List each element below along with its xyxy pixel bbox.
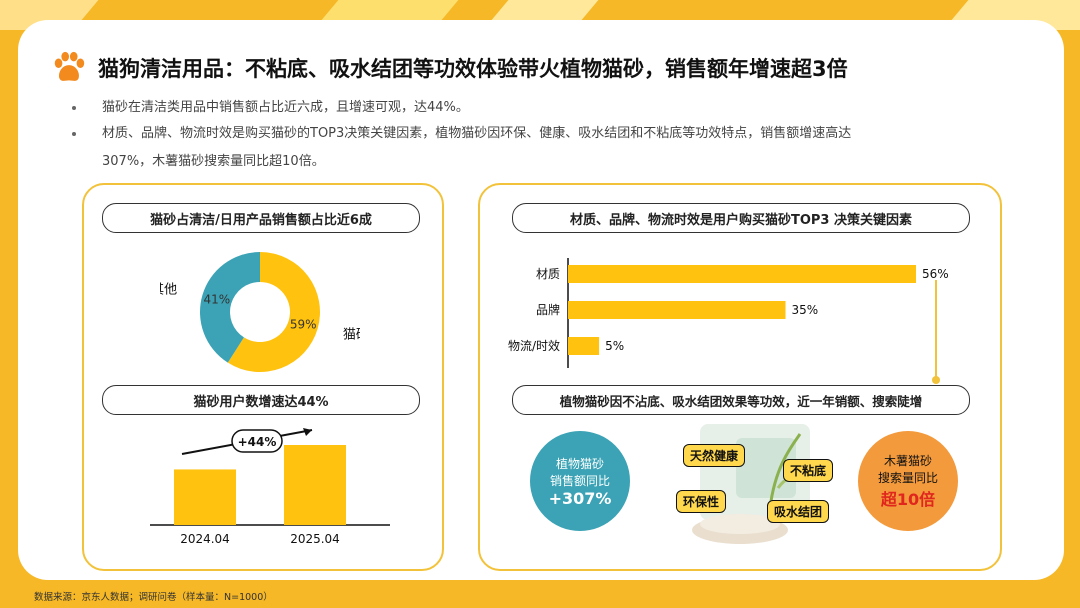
page-title: 猫狗清洁用品：不粘底、吸水结团等功效体验带火植物猫砂，销售额年增速超3倍 <box>98 57 848 81</box>
plant-title-pill: 植物猫砂因不沾底、吸水结团效果等功效，近一年销额、搜索陡增 <box>512 385 970 415</box>
bar-title-pill: 猫砂用户数增速达44% <box>102 385 420 415</box>
bullet-item: 材质、品牌、物流时效是购买猫砂的TOP3决策关键因素，植物猫砂因环保、健康、吸水… <box>72 120 851 148</box>
title-row: 猫狗清洁用品：不粘底、吸水结团等功效体验带火植物猫砂，销售额年增速超3倍 <box>50 46 848 90</box>
bar-value-label: 5% <box>605 339 624 353</box>
feature-tag: 吸水结团 <box>767 500 830 523</box>
bullet-text: 猫砂在清洁类用品中销售额占比近六成，且增速可观，达44%。 <box>102 100 469 115</box>
cassava-search-circle: 木薯猫砂 搜索量同比 超10倍 <box>858 431 958 531</box>
user-growth-chart: 2024.04 2025.04 +44% <box>150 428 390 546</box>
bar <box>284 445 346 525</box>
y-tick-label: 品牌 <box>536 303 560 317</box>
feature-tag: 不粘底 <box>783 459 834 482</box>
circle-line: 植物猫砂 <box>555 456 604 471</box>
bar <box>568 301 786 319</box>
pie-slice <box>227 252 320 372</box>
pie-chart: 59% 猫砂 41% 其他 <box>160 252 360 372</box>
plant-sales-circle: 植物猫砂 销售额同比 +307% <box>530 431 630 531</box>
bar <box>174 469 236 525</box>
bullet-continuation: 307%，木薯猫砂搜索量同比超10倍。 <box>72 148 325 176</box>
feature-tag: 天然健康 <box>683 444 746 467</box>
bullet-text: 材质、品牌、物流时效是购买猫砂的TOP3决策关键因素，植物猫砂因环保、健康、吸水… <box>102 126 852 141</box>
bullet-text: 307%，木薯猫砂搜索量同比超10倍。 <box>102 154 325 169</box>
left-card <box>82 183 444 571</box>
cat-litter-product-illustration <box>692 424 810 544</box>
x-tick-label: 2024.04 <box>180 532 230 546</box>
bar-value-label: 56% <box>922 267 949 281</box>
feature-tag: 环保性 <box>676 490 727 513</box>
arrow-head <box>303 428 312 436</box>
growth-badge <box>231 429 283 453</box>
pie-category-label: 猫砂 <box>343 327 360 342</box>
bar <box>568 337 600 355</box>
pie-title-pill: 猫砂占清洁/日用产品销售额占比近6成 <box>102 203 420 233</box>
x-tick-label: 2025.04 <box>290 532 340 546</box>
factor-bar-chart: 材质 56% 品牌 35% 物流/时效 5% <box>508 258 949 368</box>
pie-value-label: 59% <box>290 318 317 332</box>
y-tick-label: 材质 <box>536 267 560 281</box>
bar-value-label: 35% <box>792 303 819 317</box>
factor-title-pill: 材质、品牌、物流时效是用户购买猫砂TOP3 决策关键因素 <box>512 203 970 233</box>
paw-icon <box>54 51 85 81</box>
connector-line <box>932 280 940 384</box>
circle-line: 销售额同比 <box>549 473 610 488</box>
pie-value-label: 41% <box>203 292 230 306</box>
circle-value: 超10倍 <box>880 490 936 509</box>
bar <box>568 265 916 283</box>
growth-label: +44% <box>238 435 277 449</box>
circle-line: 木薯猫砂 <box>883 454 932 468</box>
pie-category-label: 其他 <box>160 283 177 298</box>
bullet-dot <box>72 132 76 136</box>
circle-value: +307% <box>548 488 612 508</box>
y-tick-label: 物流/时效 <box>508 338 560 353</box>
footer-source: 数据来源：京东人数据；调研问卷（样本量：N=1000） <box>34 592 273 603</box>
bullet-item: 猫砂在清洁类用品中销售额占比近六成，且增速可观，达44%。 <box>72 94 469 122</box>
bullet-dot <box>72 106 76 110</box>
circle-line: 搜索量同比 <box>877 471 938 485</box>
pie-slice <box>200 252 260 363</box>
